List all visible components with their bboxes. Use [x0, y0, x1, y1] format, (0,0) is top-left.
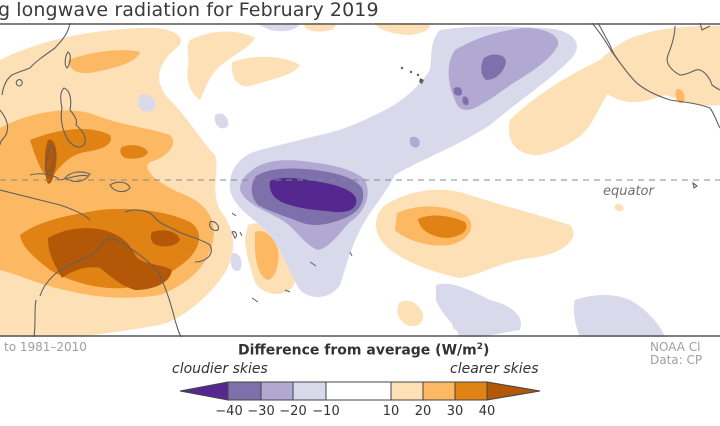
- legend-bin-gt-40: [486, 381, 541, 401]
- legend-title-superscript: 2: [476, 342, 483, 352]
- legend-tick: −30: [247, 404, 275, 419]
- baseline-note: to 1981–2010: [4, 340, 87, 354]
- legend-caption-cloudier: cloudier skies: [172, 361, 268, 377]
- legend-tick: −10: [312, 404, 340, 419]
- legend-tick: 40: [478, 404, 496, 419]
- olr-anomaly-map: [0, 23, 720, 337]
- equator-label: equator: [603, 184, 654, 199]
- legend-bin-minus20-minus10: [292, 381, 327, 401]
- legend-bin-20-30: [422, 381, 456, 401]
- credit-line-2: Data: CP: [650, 353, 703, 367]
- americas-coastline: [591, 23, 720, 189]
- legend-title: Difference from average (W/m2): [238, 342, 489, 359]
- legend-bin-minus40-minus30: [227, 381, 262, 401]
- legend-caption-clearer: clearer skies: [450, 361, 539, 377]
- legend-tick: 20: [414, 404, 432, 419]
- legend-tick: −20: [279, 404, 307, 419]
- credit-text: NOAA Cl Data: CP: [650, 341, 702, 367]
- anomaly-fill-purple-40: [269, 178, 357, 213]
- legend-tick: −40: [215, 404, 243, 419]
- credit-line-1: NOAA Cl: [650, 340, 701, 354]
- coastlines: [0, 23, 237, 337]
- anomaly-fill-orange-40: [44, 139, 180, 290]
- legend-colorbar: [179, 381, 541, 401]
- hawaii-islands: [400, 66, 424, 84]
- map-title: g longwave radiation for February 2019: [0, 0, 379, 21]
- legend-title-end: ): [482, 342, 490, 359]
- legend-bin-lt-minus40: [179, 381, 229, 401]
- legend-tick: 30: [446, 404, 464, 419]
- legend-tick: 10: [382, 404, 400, 419]
- legend-bin-neutral: [325, 381, 392, 401]
- legend-title-text: Difference from average (W/m: [238, 342, 477, 359]
- legend-bin-10-20: [390, 381, 424, 401]
- legend-bin-minus30-minus20: [260, 381, 294, 401]
- pacific-islands: [231, 212, 353, 303]
- legend-bin-30-40: [454, 381, 488, 401]
